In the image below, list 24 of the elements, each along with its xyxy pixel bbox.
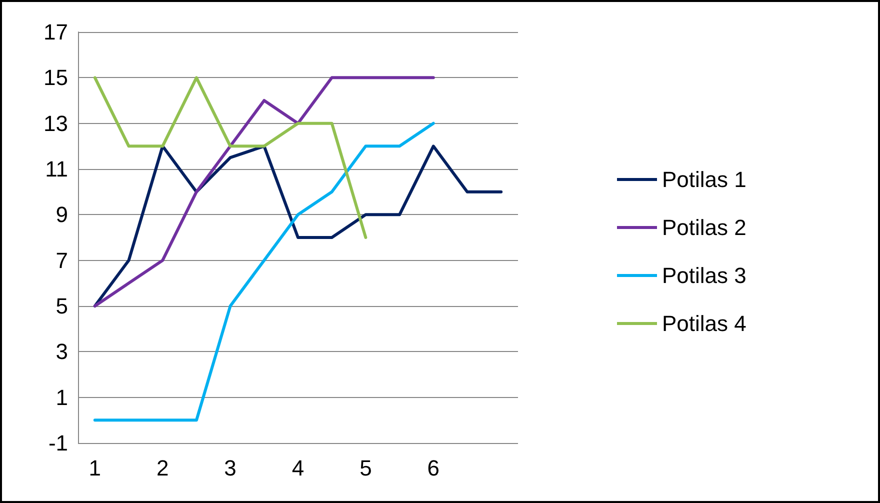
- y-tick-label: 13: [44, 110, 68, 136]
- y-tick-label: 9: [56, 202, 68, 228]
- x-tick-label: 2: [156, 456, 169, 480]
- x-tick-label: 4: [292, 456, 304, 480]
- legend-label: Potilas 1: [662, 167, 746, 192]
- y-tick-label: 3: [56, 339, 68, 364]
- line-series: [93, 76, 368, 239]
- y-tick-label: 17: [44, 20, 68, 44]
- x-tick-label: 5: [360, 456, 372, 480]
- legend-label: Potilas 3: [662, 263, 746, 288]
- y-tick-label: 15: [44, 65, 68, 90]
- legend-label: Potilas 4: [662, 311, 746, 336]
- y-tick-label: 11: [45, 156, 68, 182]
- x-tick-label: 3: [224, 456, 236, 480]
- x-tick-label: 6: [427, 456, 440, 480]
- y-tick-label: 5: [56, 294, 68, 318]
- y-tick-label: 1: [56, 384, 68, 410]
- x-tick-label: 1: [88, 456, 102, 480]
- line-series: [93, 144, 503, 308]
- y-tick-label: -1: [48, 430, 68, 456]
- line-series: [93, 122, 435, 422]
- line-series: [93, 76, 435, 308]
- y-tick-label: 7: [56, 248, 68, 273]
- legend-label: Potilas 2: [662, 215, 746, 240]
